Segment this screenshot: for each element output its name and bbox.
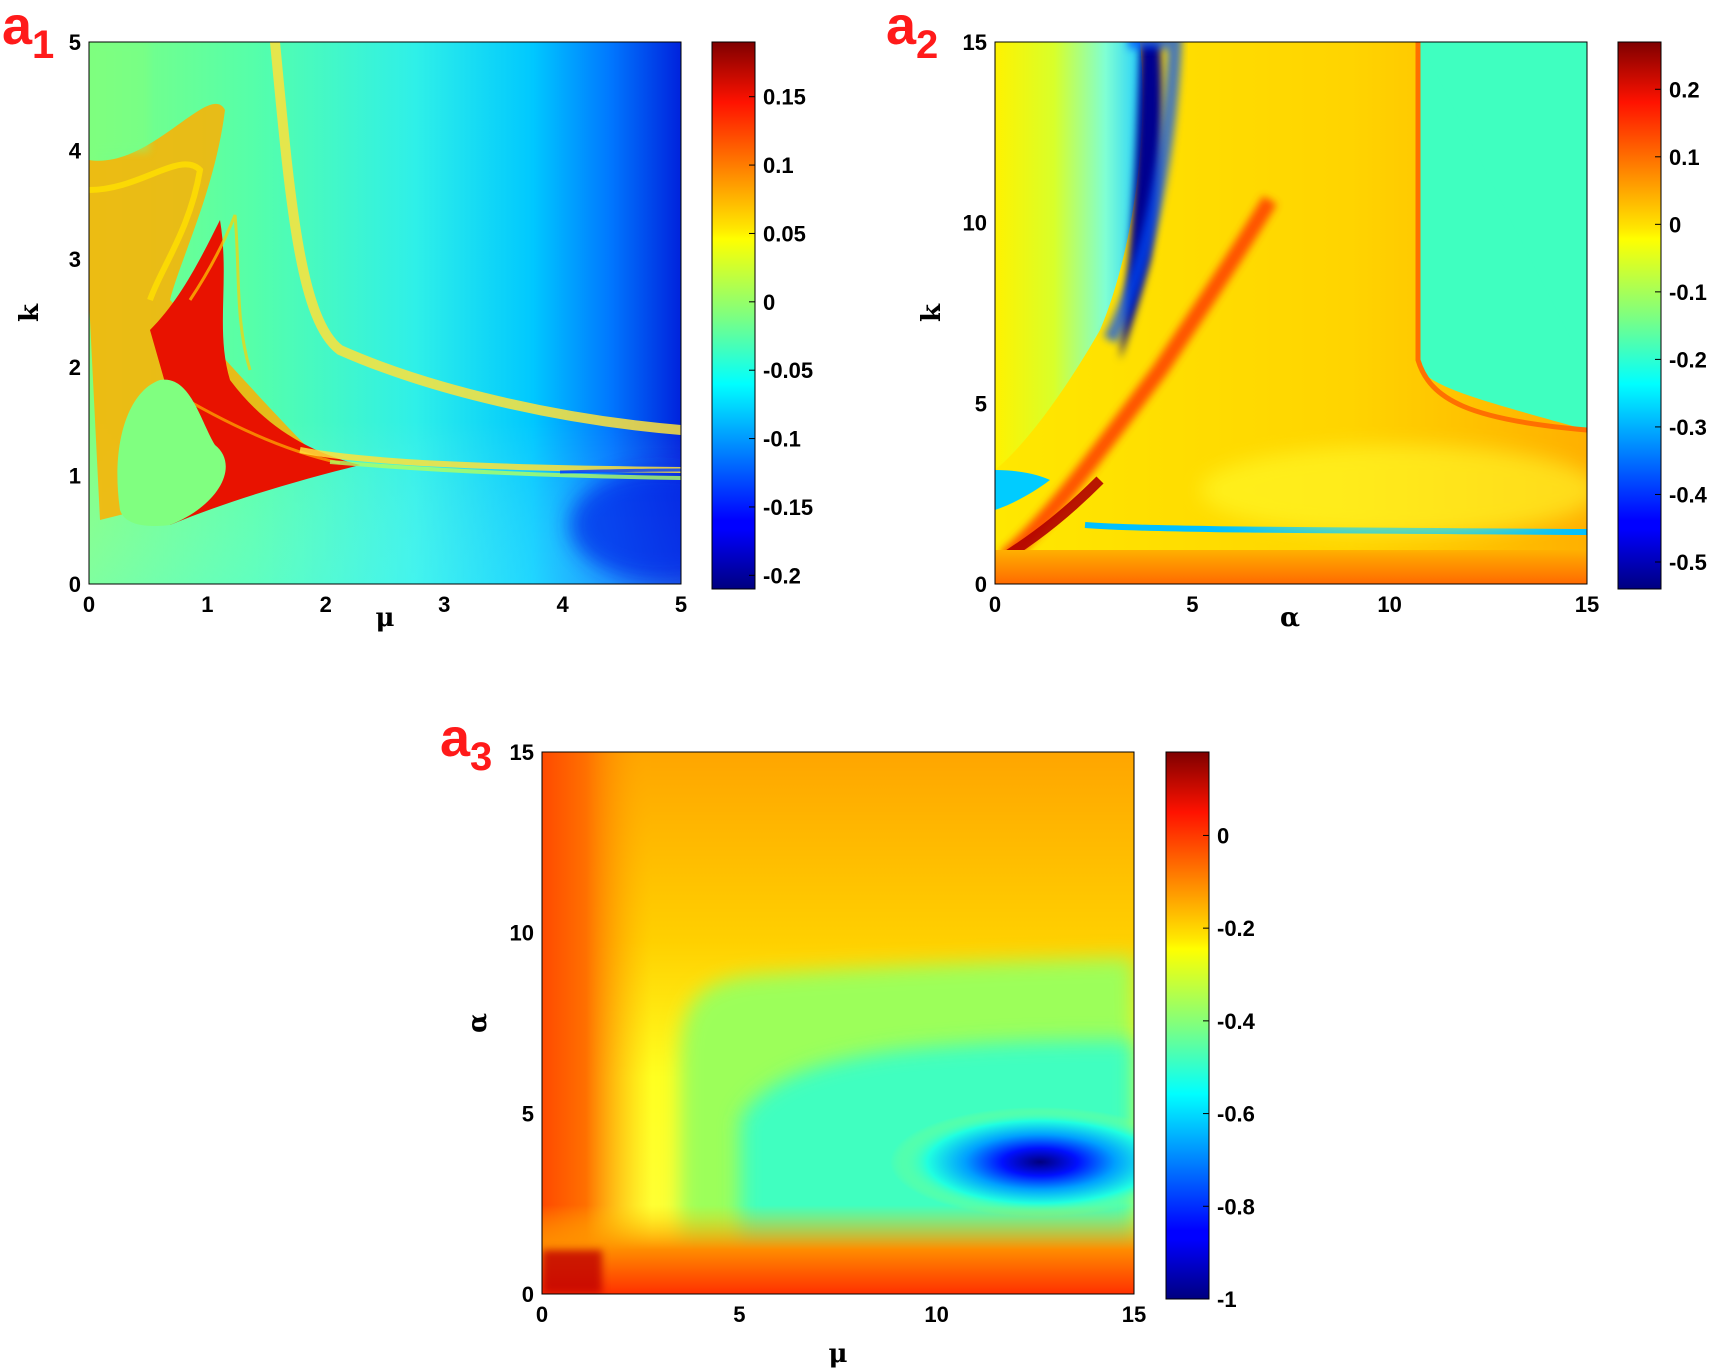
y-axis-label-a1: k [15,303,45,322]
y-tick-label: 5 [975,391,987,416]
heatmap-a2 [995,42,1587,584]
y-ticks-a1: 0 1 2 3 4 5 [69,30,82,597]
y-tick-label: 15 [510,740,534,765]
colorbar-tick-label: 0 [763,290,775,315]
colorbar-tick-label: -0.2 [763,563,801,588]
colorbar-tick-label: -0.8 [1217,1194,1255,1219]
panel-label-a2: a2 [886,0,938,67]
colorbar-a2 [1617,41,1662,590]
x-tick-label: 10 [924,1302,948,1327]
colorbar-a3 [1165,751,1210,1300]
y-tick-label: 3 [69,247,81,272]
colorbar-ticks-a1: -0.2 -0.15 -0.1 -0.05 0 0.05 0.1 0.15 [749,85,813,588]
colorbar-tick-label: -0.1 [1669,280,1707,305]
x-axis-label-a3: μ [828,1339,847,1369]
x-tick-label: 0 [536,1302,548,1327]
heatmap-a1 [89,42,681,584]
heatmap-a3 [542,752,1134,1294]
y-axis-label-a2: k [917,303,947,322]
plot-frame-a3 [541,751,1135,1295]
plot-frame-a1 [88,41,682,585]
x-tick-label: 2 [320,592,332,617]
colorbar-tick-label: -0.05 [763,358,813,383]
x-ticks-a2: 0 5 10 15 [989,592,1599,617]
y-tick-label: 5 [522,1101,534,1126]
x-tick-label: 1 [201,592,213,617]
colorbar-tick-label: 0.1 [1669,145,1700,170]
y-tick-label: 15 [963,30,987,55]
x-tick-label: 0 [83,592,95,617]
x-ticks-a1: 0 1 2 3 4 5 [83,592,687,617]
y-tick-label: 1 [69,464,81,489]
y-tick-label: 10 [510,921,534,946]
colorbar-tick-label: 0.05 [763,221,806,246]
colorbar-tick-label: 0 [1217,823,1229,848]
y-tick-label: 4 [69,138,82,163]
colorbar-tick-label: -0.15 [763,495,813,520]
colorbar-a1 [711,41,756,590]
colorbar-tick-label: -0.5 [1669,550,1707,575]
y-tick-label: 5 [69,30,81,55]
y-tick-label: 0 [69,572,81,597]
panel-a1: 0 1 2 3 4 5 0 1 2 3 4 5 μ k -0.2 -0.15 -0.1 -0.05 0 0.0… [2,0,813,633]
colorbar-ticks-a2: -0.5 -0.4 -0.3 -0.2 -0.1 0 0.1 0.2 [1655,77,1708,575]
colorbar-tick-label: -0.3 [1669,415,1707,440]
x-axis-label-a2: α [1280,603,1300,633]
x-tick-label: 15 [1575,592,1599,617]
y-ticks-a2: 0 5 10 15 [963,30,987,597]
colorbar-tick-label: -1 [1217,1287,1237,1312]
colorbar-tick-label: -0.1 [763,427,801,452]
plot-frame-a2 [994,41,1588,585]
colorbar-tick-label: -0.2 [1217,916,1255,941]
colorbar-tick-label: -0.4 [1669,482,1708,507]
colorbar-tick-label: -0.6 [1217,1102,1255,1127]
x-axis-label-a1: μ [375,603,394,633]
y-tick-label: 0 [975,572,987,597]
panel-a3: 0 5 10 15 0 5 10 15 μ α -1 -0.8 -0.6 -0.4 -0.2 0 a3 [440,708,1256,1369]
panel-label-a3: a3 [440,708,492,779]
colorbar-tick-label: -0.2 [1669,347,1707,372]
y-tick-label: 0 [522,1282,534,1307]
x-tick-label: 15 [1122,1302,1146,1327]
colorbar-tick-label: 0.15 [763,85,806,110]
colorbar-tick-label: 0.1 [763,153,794,178]
y-tick-label: 2 [69,355,81,380]
colorbar-tick-label: -0.4 [1217,1009,1256,1034]
y-ticks-a3: 0 5 10 15 [510,740,534,1307]
x-tick-label: 3 [438,592,450,617]
x-tick-label: 0 [989,592,1001,617]
colorbar-tick-label: 0 [1669,212,1681,237]
y-tick-label: 10 [963,211,987,236]
panel-label-a1: a1 [2,0,54,67]
x-tick-label: 5 [1186,592,1198,617]
colorbar-ticks-a3: -1 -0.8 -0.6 -0.4 -0.2 0 [1203,823,1256,1312]
x-tick-label: 5 [675,592,687,617]
x-tick-label: 4 [556,592,569,617]
x-tick-label: 5 [733,1302,745,1327]
colorbar-tick-label: 0.2 [1669,77,1700,102]
x-ticks-a3: 0 5 10 15 [536,1302,1146,1327]
y-axis-label-a3: α [463,1013,493,1033]
x-tick-label: 10 [1377,592,1401,617]
